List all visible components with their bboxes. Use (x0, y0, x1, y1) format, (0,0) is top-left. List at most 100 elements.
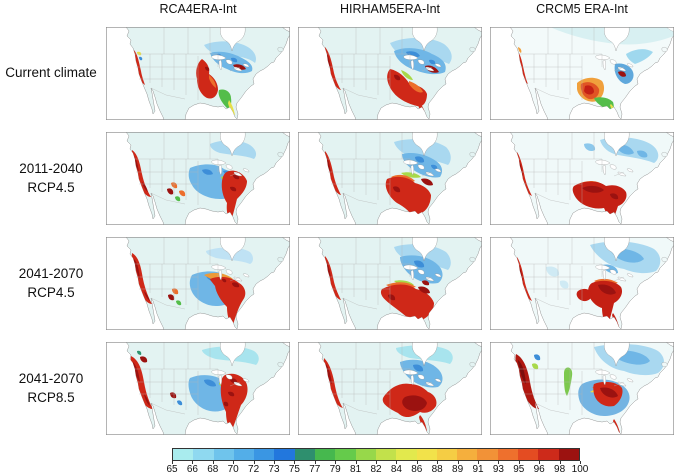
climate-region (393, 178, 433, 193)
map-panel-rcp45-2011-hirham5 (298, 132, 482, 225)
colorbar-tick (478, 461, 479, 464)
panel-frame (490, 237, 674, 330)
colorbar-tick-label: 95 (513, 464, 525, 474)
row-label-line1: 2011-2040 (19, 161, 83, 177)
colorbar-tick-label: 79 (329, 464, 341, 474)
panel-frame (298, 237, 482, 330)
colorbar-tick (518, 461, 520, 464)
climate-region (518, 53, 528, 84)
climate-region (406, 51, 436, 65)
climate-region (388, 280, 430, 301)
great-lake (403, 54, 419, 60)
great-lake (626, 273, 634, 278)
row-label-current-climate: Current climate (0, 27, 102, 120)
climate-region (167, 188, 174, 195)
colorbar-tick (192, 461, 194, 464)
climate-region (400, 359, 443, 388)
colorbar-cell-6 (294, 449, 316, 460)
great-lake (595, 369, 611, 375)
row-label-line2: RCP4.5 (27, 179, 75, 195)
colorbar-cell-11 (396, 449, 417, 460)
climate-region (204, 379, 216, 387)
panel-frame (298, 27, 482, 120)
colorbar-tick (233, 461, 235, 464)
hudson-bay (412, 342, 438, 367)
colorbar-cell-5 (274, 449, 295, 460)
great-lake (410, 164, 414, 176)
colorbar-tick-label: 89 (452, 464, 464, 474)
great-lake (211, 159, 227, 165)
great-lake (609, 269, 617, 275)
colorbar-cell-1 (193, 449, 214, 460)
newfoundland (277, 47, 284, 52)
climate-region (204, 41, 256, 63)
climate-region (196, 59, 218, 99)
hudson-bay (220, 237, 246, 262)
panel-frame (490, 27, 674, 120)
colorbar-tick (376, 461, 377, 464)
colorbar-cell-4 (254, 449, 275, 460)
climate-region (230, 174, 240, 192)
panel-frame (106, 132, 290, 225)
map-panel-rcp85-2041-rca4 (106, 342, 290, 435)
climate-region (402, 395, 427, 411)
climate-region (134, 259, 150, 301)
climate-region (324, 151, 341, 195)
climate-region (616, 144, 648, 158)
climate-region (206, 247, 253, 264)
map-panel-rcp85-2041-hirham5 (298, 342, 482, 435)
colorbar-cell-17 (518, 449, 539, 460)
state-borders (135, 237, 241, 310)
colorbar-tick-label: 98 (554, 464, 566, 474)
great-lake (602, 269, 606, 281)
climate-region (176, 300, 182, 306)
map-panel-current-rca4 (106, 27, 290, 120)
great-lake (225, 374, 233, 380)
hudson-bay (604, 342, 630, 367)
climate-region (400, 255, 443, 284)
great-lake (417, 59, 425, 65)
colorbar-cell-7 (315, 449, 336, 460)
panel-frame (106, 342, 290, 435)
climate-region (401, 70, 413, 80)
climate-region (394, 139, 451, 165)
column-header-hirham5: HIRHAM5ERA-Int (339, 2, 441, 16)
colorbar-tick (457, 461, 459, 464)
climate-region (209, 75, 216, 88)
colorbar-tick-label: 73 (268, 464, 280, 474)
colorbar-tick (212, 461, 214, 464)
climate-region (576, 288, 592, 302)
colorbar-tick-label: 65 (166, 464, 178, 474)
great-lake (410, 374, 414, 386)
climate-region (324, 47, 341, 90)
colorbar-cell-8 (335, 449, 356, 460)
map-panel-rcp45-2011-crcm5 (490, 132, 674, 225)
climate-region (401, 172, 421, 178)
great-lake (242, 378, 250, 383)
colorbar-cell-16 (497, 449, 519, 460)
colorbar-cell-13 (436, 449, 458, 460)
row-label-line2: RCP8.5 (27, 389, 75, 405)
climate-region (218, 89, 232, 109)
great-lake (595, 264, 611, 270)
colorbar-cell-2 (213, 449, 234, 460)
climate-region (177, 400, 183, 406)
colorbar-tick-label: 96 (533, 464, 545, 474)
climate-region (518, 360, 526, 384)
newfoundland (469, 362, 476, 367)
climate-region (546, 266, 569, 289)
colorbar-tick-label: 77 (309, 464, 321, 474)
colorbar-cell-19 (558, 449, 579, 460)
colorbar-tick (335, 461, 337, 464)
climate-region (228, 100, 235, 115)
great-lake (225, 59, 233, 65)
climate-region (220, 373, 248, 430)
great-lake (417, 374, 425, 380)
climate-region (413, 364, 424, 372)
great-lake (626, 378, 634, 383)
column-header-rca4: RCA4ERA-Int (159, 2, 237, 16)
great-lake (242, 63, 250, 68)
great-lake (609, 164, 617, 170)
land (509, 27, 674, 120)
